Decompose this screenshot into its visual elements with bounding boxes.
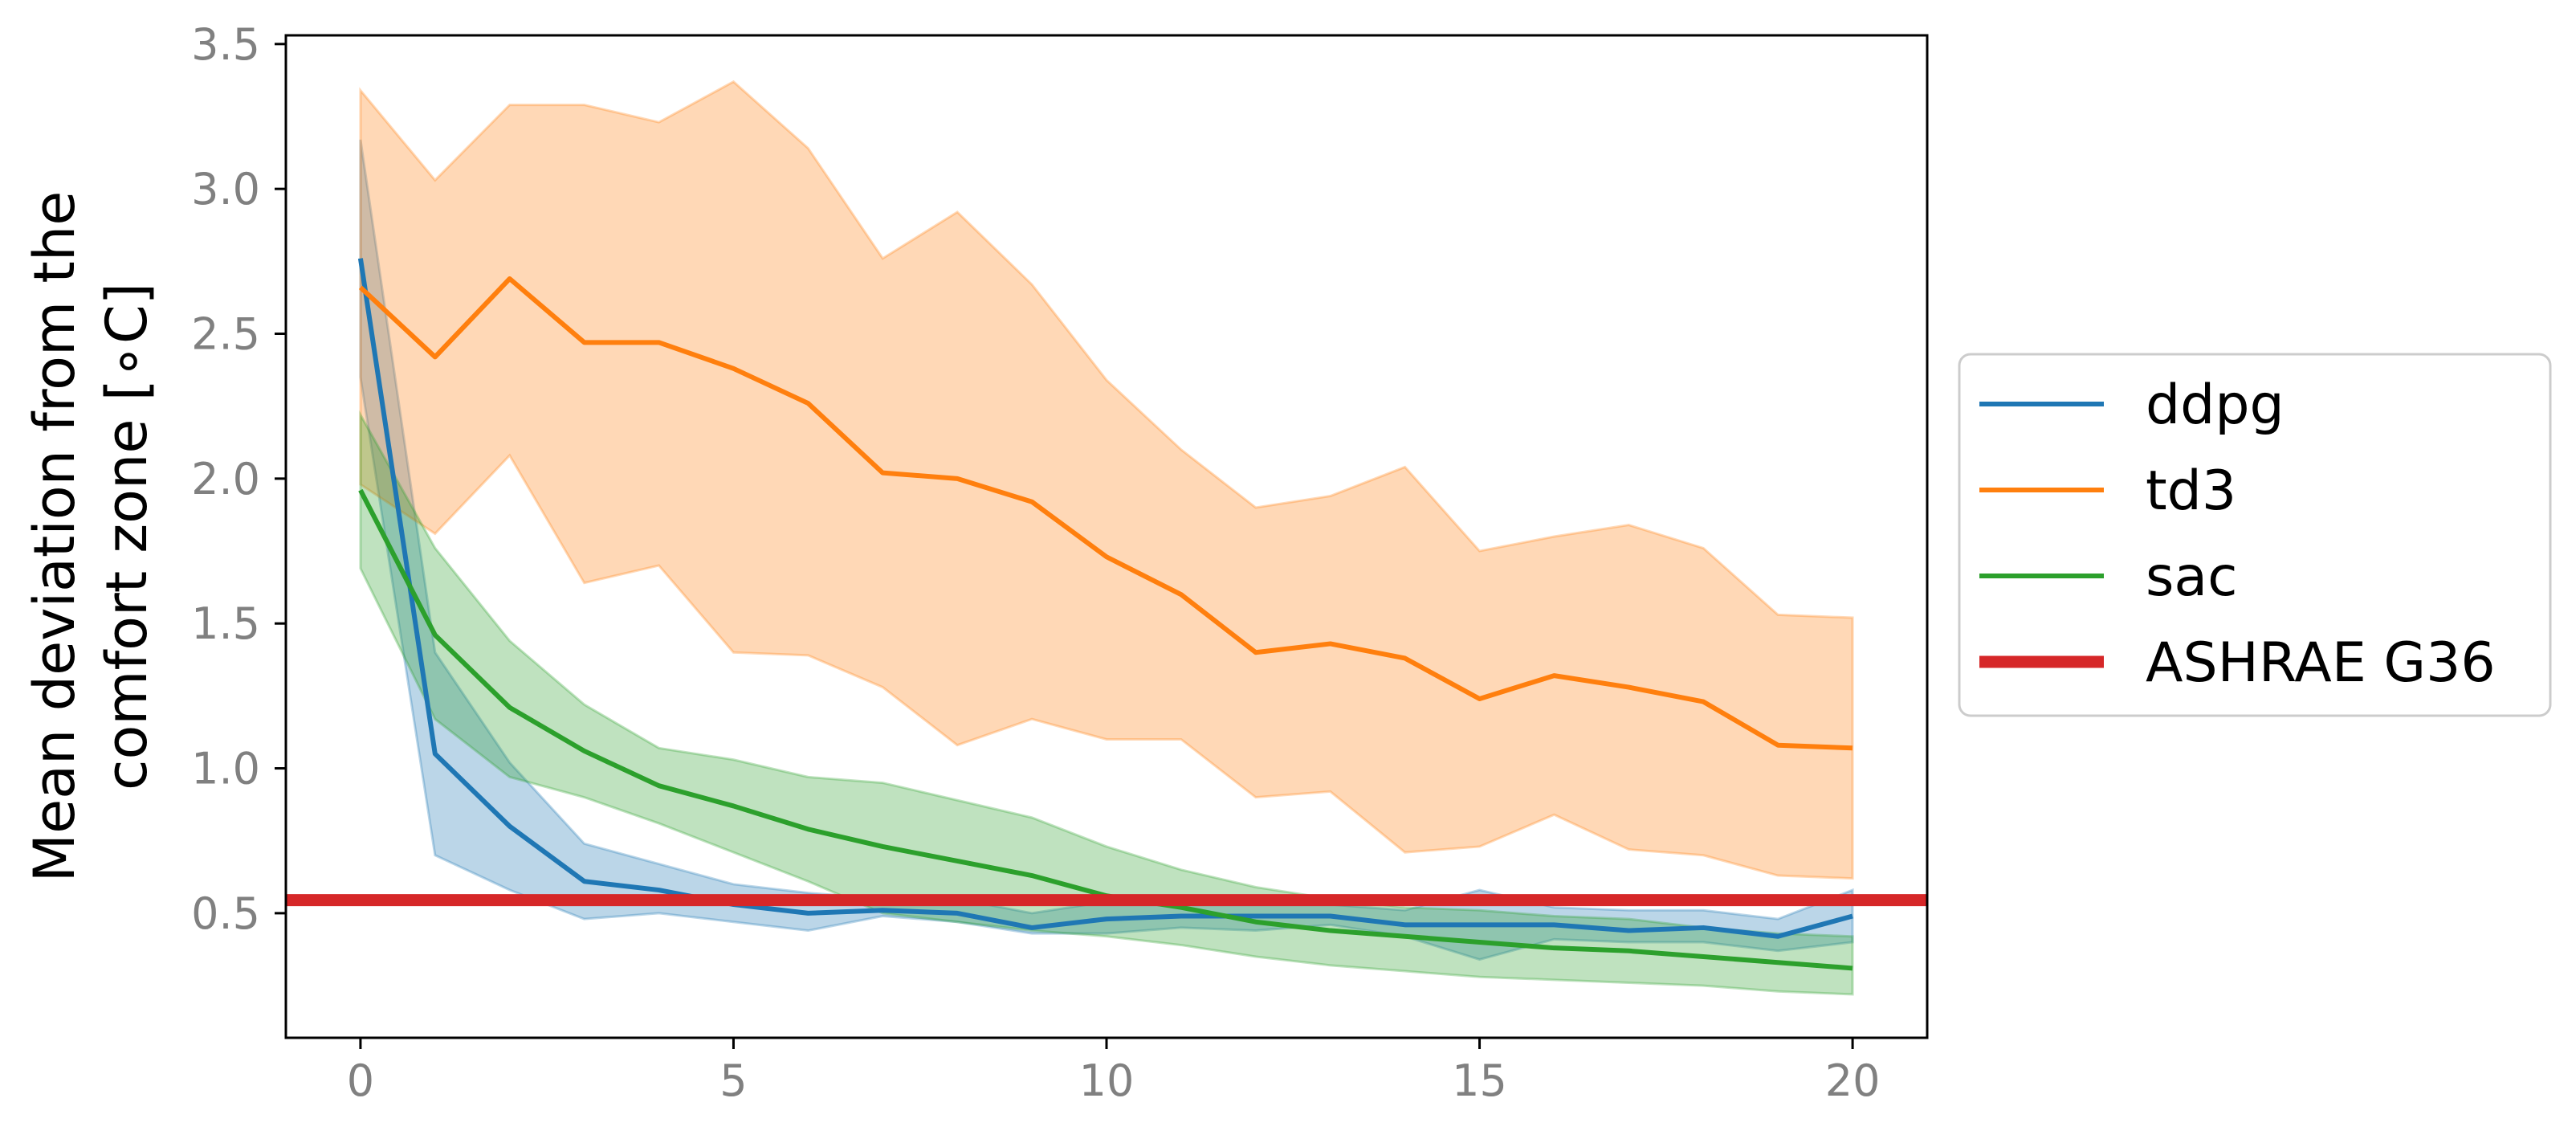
axes: 0 5 10 15 20 0.5 1.0 1.5 2.0 2.5 3.0 3.5 Mean deviat… [22,19,1929,1106]
y-tick-label: 2.0 [191,454,260,504]
y-tick-label: 3.5 [191,19,260,70]
band-td3 [359,80,1854,880]
line-ddpg [357,258,1853,939]
y-tick-label: 1.0 [191,744,260,794]
x-tick-label: 0 [347,1055,374,1106]
band-sac [359,410,1854,996]
y-tick-label: 2.5 [191,309,260,360]
y-axis-label: Mean deviation from the comfort zone [∘C] [22,191,160,883]
legend-label: ddpg [2146,374,2285,437]
x-tick-label: 10 [1079,1055,1135,1106]
legend-label: td3 [2146,459,2236,523]
line-td3 [358,276,1853,751]
y-tick-label: 1.5 [191,598,260,649]
x-tick-label: 15 [1452,1055,1507,1106]
y-axis-label-line: Mean deviation from the [22,191,88,883]
y-axis-label-line: comfort zone [∘C] [94,283,160,790]
legend-box [1958,353,2552,717]
x-tick-label: 5 [719,1055,747,1106]
legend-label: ASHRAE G36 [2146,631,2496,695]
x-tick-label: 20 [1825,1055,1881,1106]
plot-area [286,80,1927,996]
y-tick-label: 0.5 [191,888,260,939]
y-tick-label: 3.0 [191,164,260,214]
legend: ddpg td3 sac ASHRAE G36 [1958,353,2552,717]
legend-label: sac [2146,545,2237,609]
